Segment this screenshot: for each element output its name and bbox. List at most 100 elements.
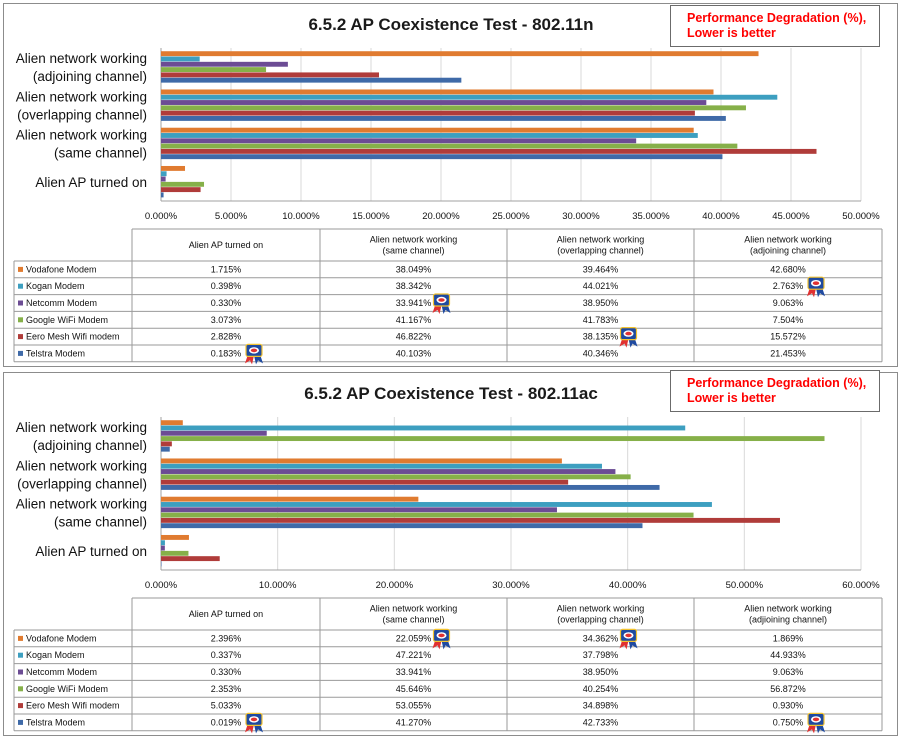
- bar-kogan-modem: [161, 171, 167, 177]
- table-cell: 3.073%: [211, 315, 242, 325]
- table-cell: 9.063%: [773, 298, 804, 308]
- badge-core: [438, 633, 445, 638]
- best-badge-icon: [807, 276, 825, 298]
- bar-vodafone-modem: [161, 89, 714, 95]
- table-cell: 2.763%: [773, 281, 804, 291]
- table-cell: 37.798%: [583, 650, 619, 660]
- category-label: Alien network working: [16, 420, 147, 435]
- badge-core: [812, 281, 820, 286]
- table-cell: 42.680%: [770, 264, 806, 274]
- table-cell: 40.254%: [583, 684, 619, 694]
- chart-80211ac: 6.5.2 AP Coexistence Test - 802.11ac 0.00…: [13, 384, 883, 734]
- table-cell: 39.464%: [583, 264, 619, 274]
- x-tick-label: 60.000%: [842, 580, 880, 591]
- legend-label: Vodafone Modem: [26, 264, 97, 274]
- category-label: Alien AP turned on: [35, 175, 147, 190]
- bar-vodafone-modem: [161, 127, 694, 133]
- chart-panel-80211n: 6.5.2 AP Coexistence Test - 802.11n 0.000…: [3, 3, 898, 367]
- table-cell: 1.715%: [211, 264, 242, 274]
- legend-key: [18, 350, 23, 356]
- bar-google-wifi-modem: [161, 67, 267, 73]
- table-cell: 7.504%: [773, 315, 804, 325]
- table-cell: 40.346%: [583, 348, 619, 358]
- x-tick-label: 30.000%: [562, 211, 600, 222]
- table-cell: 44.933%: [770, 650, 806, 660]
- table-header: Alien network working: [557, 235, 645, 245]
- legend-key: [18, 317, 23, 323]
- legend-label: Vodafone Modem: [26, 633, 97, 643]
- bar-eero-mesh-wifi-modem: [161, 556, 220, 562]
- table-cell: 2.353%: [211, 684, 242, 694]
- legend-key: [18, 266, 23, 272]
- x-tick-label: 10.000%: [282, 211, 320, 222]
- bar-vodafone-modem: [161, 496, 419, 502]
- table-cell: 38.049%: [396, 264, 432, 274]
- legend-key: [18, 686, 23, 692]
- bar-vodafone-modem: [161, 51, 759, 57]
- table-cell: 0.330%: [211, 298, 242, 308]
- bar-google-wifi-modem: [161, 143, 738, 149]
- legend-key: [18, 719, 23, 725]
- note-line-1: Performance Degradation (%),: [687, 376, 867, 390]
- table-cell: 38.950%: [583, 298, 619, 308]
- best-badge-icon: [619, 327, 638, 348]
- bar-vodafone-modem: [161, 420, 183, 426]
- bar-google-wifi-modem: [161, 105, 746, 111]
- legend-key: [18, 334, 23, 340]
- table-cell: 0.398%: [211, 281, 242, 291]
- table-cell: 22.059%: [396, 633, 432, 643]
- x-tick-label: 20.000%: [422, 211, 460, 222]
- table-cell: 56.872%: [770, 684, 806, 694]
- legend-label: Telstra Modem: [26, 348, 85, 358]
- bar-google-wifi-modem: [161, 181, 205, 187]
- bar-netcomm-modem: [161, 100, 707, 105]
- bar-google-wifi-modem: [161, 436, 825, 442]
- table-header: Alien network working: [370, 235, 458, 245]
- bar-vodafone-modem: [161, 458, 562, 464]
- category-label: Alien AP turned on: [35, 544, 147, 559]
- table-cell: 41.270%: [396, 717, 432, 727]
- table-cell: 41.167%: [396, 315, 432, 325]
- table-header: Alien AP turned on: [189, 609, 263, 619]
- legend-key: [18, 300, 23, 306]
- bar-netcomm-modem: [161, 469, 616, 474]
- table-cell: 5.033%: [211, 701, 242, 711]
- bar-netcomm-modem: [161, 545, 165, 551]
- bar-google-wifi-modem: [161, 512, 694, 518]
- bar-eero-mesh-wifi-modem: [161, 187, 201, 193]
- legend-key: [18, 703, 23, 709]
- bar-kogan-modem: [161, 94, 778, 100]
- x-tick-label: 50.000%: [726, 580, 764, 591]
- badge-core: [625, 331, 632, 336]
- category-label: (same channel): [54, 515, 147, 530]
- bar-telstra-modem: [161, 523, 643, 529]
- bar-telstra-modem: [161, 446, 170, 452]
- bar-telstra-modem: [161, 77, 462, 83]
- bar-google-wifi-modem: [161, 550, 189, 556]
- bar-eero-mesh-wifi-modem: [161, 479, 569, 485]
- bar-eero-mesh-wifi-modem: [161, 441, 172, 447]
- table-cell: 2.396%: [211, 633, 242, 643]
- bar-kogan-modem: [161, 425, 686, 431]
- category-label: Alien network working: [16, 128, 147, 143]
- x-tick-label: 45.000%: [772, 211, 810, 222]
- category-label: Alien network working: [16, 89, 147, 104]
- note-line-1: Performance Degradation (%),: [687, 11, 867, 25]
- table-header: Alien AP turned on: [189, 240, 263, 250]
- table-cell: 42.733%: [583, 717, 619, 727]
- x-tick-label: 30.000%: [492, 580, 530, 591]
- legend-label: Eero Mesh Wifi modem: [26, 701, 120, 711]
- table-cell: 0.337%: [211, 650, 242, 660]
- table-header: (same channel): [382, 246, 444, 256]
- bar-telstra-modem: [161, 115, 726, 121]
- category-label: (overlapping channel): [17, 476, 147, 491]
- table-cell: 46.822%: [396, 332, 432, 342]
- table-cell: 21.453%: [770, 348, 806, 358]
- table-header: (adjioining channel): [749, 615, 827, 625]
- table-header: Alien network working: [744, 604, 832, 614]
- x-tick-label: 0.000%: [145, 211, 178, 222]
- table-cell: 34.898%: [583, 701, 619, 711]
- bar-eero-mesh-wifi-modem: [161, 517, 780, 523]
- x-tick-label: 15.000%: [352, 211, 390, 222]
- bar-telstra-modem: [161, 561, 162, 567]
